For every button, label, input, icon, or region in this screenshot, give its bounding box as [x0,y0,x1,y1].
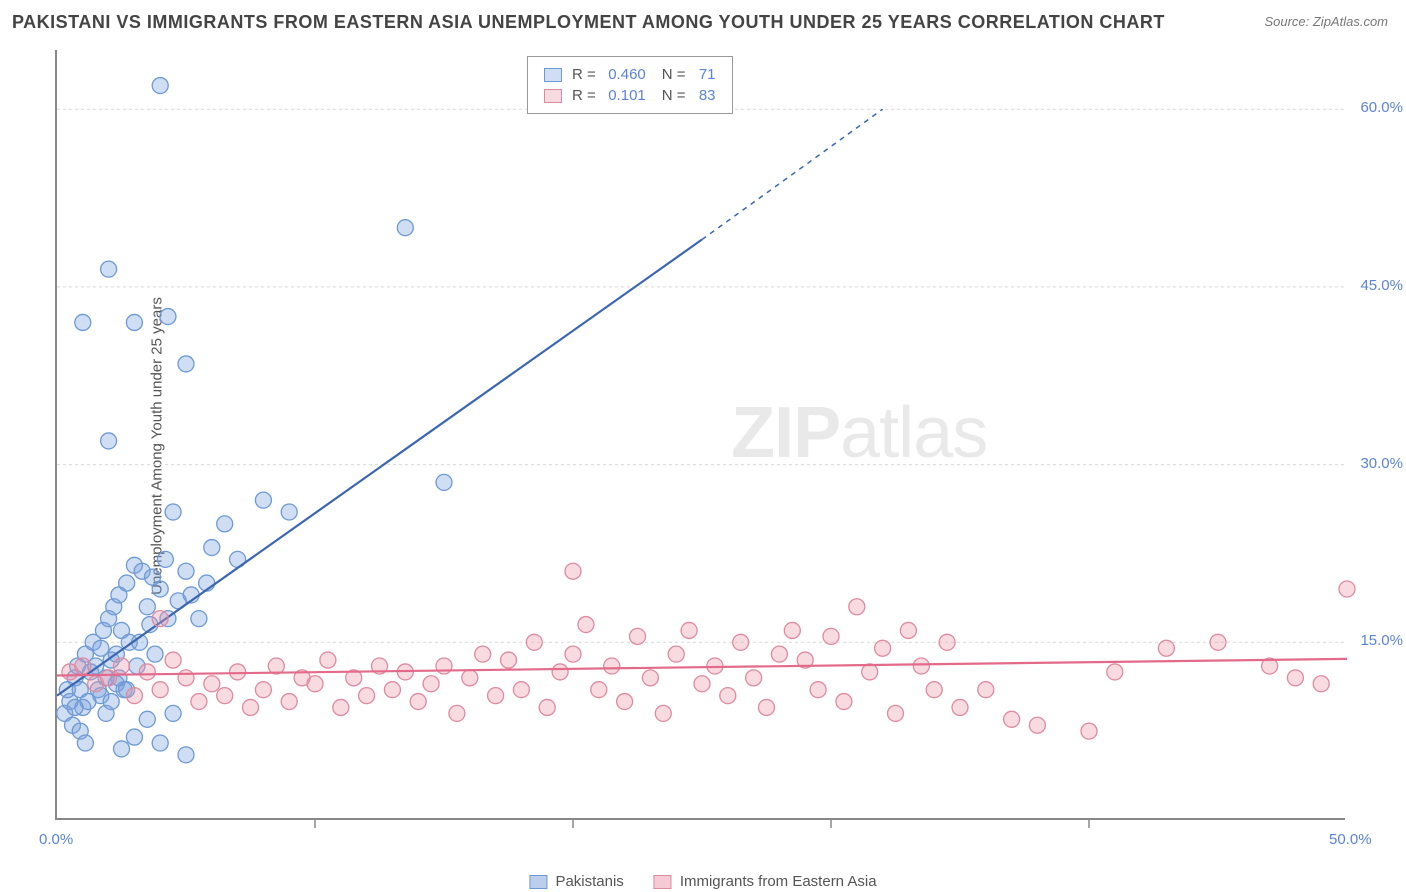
y-tick-label: 30.0% [1360,455,1403,472]
y-tick-label: 15.0% [1360,632,1403,649]
stats-legend: R =0.460N =71R =0.101N =83 [527,56,733,114]
legend-item: Pakistanis [529,873,623,890]
plot-area: 15.0%30.0%45.0%60.0%0.0%50.0% R =0.460N … [55,50,1345,820]
source-label: Source: ZipAtlas.com [1264,14,1388,29]
legend-item: Immigrants from Eastern Asia [654,873,877,890]
x-tick-label: 0.0% [39,831,73,848]
chart-container: PAKISTANI VS IMMIGRANTS FROM EASTERN ASI… [0,0,1406,892]
x-tick-label: 50.0% [1329,831,1372,848]
plot-svg [57,50,1345,818]
y-tick-label: 60.0% [1360,99,1403,116]
y-tick-label: 45.0% [1360,277,1403,294]
chart-title: PAKISTANI VS IMMIGRANTS FROM EASTERN ASI… [12,12,1165,33]
bottom-legend: Pakistanis Immigrants from Eastern Asia [529,873,876,890]
